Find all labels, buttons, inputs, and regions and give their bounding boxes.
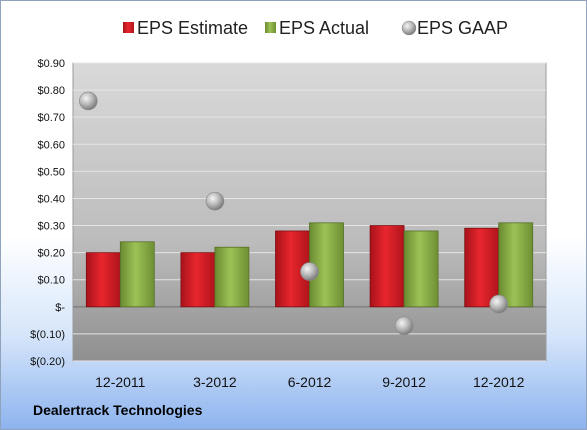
y-tick-label: $(0.10)	[30, 329, 65, 341]
legend-swatch	[401, 20, 417, 36]
chart-marks	[79, 91, 534, 336]
eps-actual-bar	[498, 222, 534, 308]
y-tick-label: $0.50	[37, 166, 65, 178]
y-tick-label: $0.30	[37, 221, 65, 233]
y-tick-label: $0.90	[37, 58, 65, 70]
y-tick-label: $0.70	[37, 112, 65, 124]
x-tick-label: 6-2012	[288, 374, 332, 390]
eps-actual-bar	[214, 246, 250, 308]
x-tick-label: 12-2012	[473, 374, 525, 390]
eps-estimate-bar	[180, 252, 216, 308]
y-tick-label: $0.20	[37, 248, 65, 260]
y-tick-label: $-	[55, 302, 65, 314]
legend-swatch	[265, 22, 276, 33]
eps-gaap-point	[205, 191, 225, 211]
y-tick-label: $(0.20)	[30, 356, 65, 368]
legend-label: EPS Estimate	[137, 18, 248, 38]
eps-gaap-point	[300, 262, 319, 281]
company-name: Dealertrack Technologies	[33, 402, 203, 418]
eps-gaap-point	[79, 91, 98, 111]
eps-actual-bar	[403, 230, 439, 308]
eps-estimate-bar	[85, 252, 121, 308]
x-tick-label: 3-2012	[193, 374, 237, 390]
x-axis-ticks: 12-2011 3-2012 6-2012 9-2012 12-2012	[95, 374, 524, 390]
legend-label: EPS Actual	[279, 18, 369, 38]
y-tick-label: $0.80	[37, 85, 65, 97]
y-tick-label: $0.10	[37, 275, 65, 287]
eps-estimate-bar	[369, 225, 405, 308]
y-tick-label: $0.40	[37, 193, 65, 205]
legend-label: EPS GAAP	[417, 18, 508, 38]
legend: EPS Estimate EPS Actual EPS GAAP	[123, 18, 508, 38]
y-tick-label: $0.60	[37, 139, 65, 151]
y-axis-ticks: $0.90 $0.80 $0.70 $0.60 $0.50 $0.40 $0.30 $0.20…	[30, 58, 65, 368]
eps-gaap-point	[489, 294, 509, 314]
eps-gaap-point	[394, 316, 414, 336]
x-tick-label: 9-2012	[382, 374, 426, 390]
eps-estimate-bar	[464, 227, 500, 308]
eps-actual-bar	[119, 241, 155, 308]
x-tick-label: 12-2011	[95, 374, 146, 390]
legend-swatch	[123, 22, 134, 33]
plot-area	[72, 62, 547, 362]
